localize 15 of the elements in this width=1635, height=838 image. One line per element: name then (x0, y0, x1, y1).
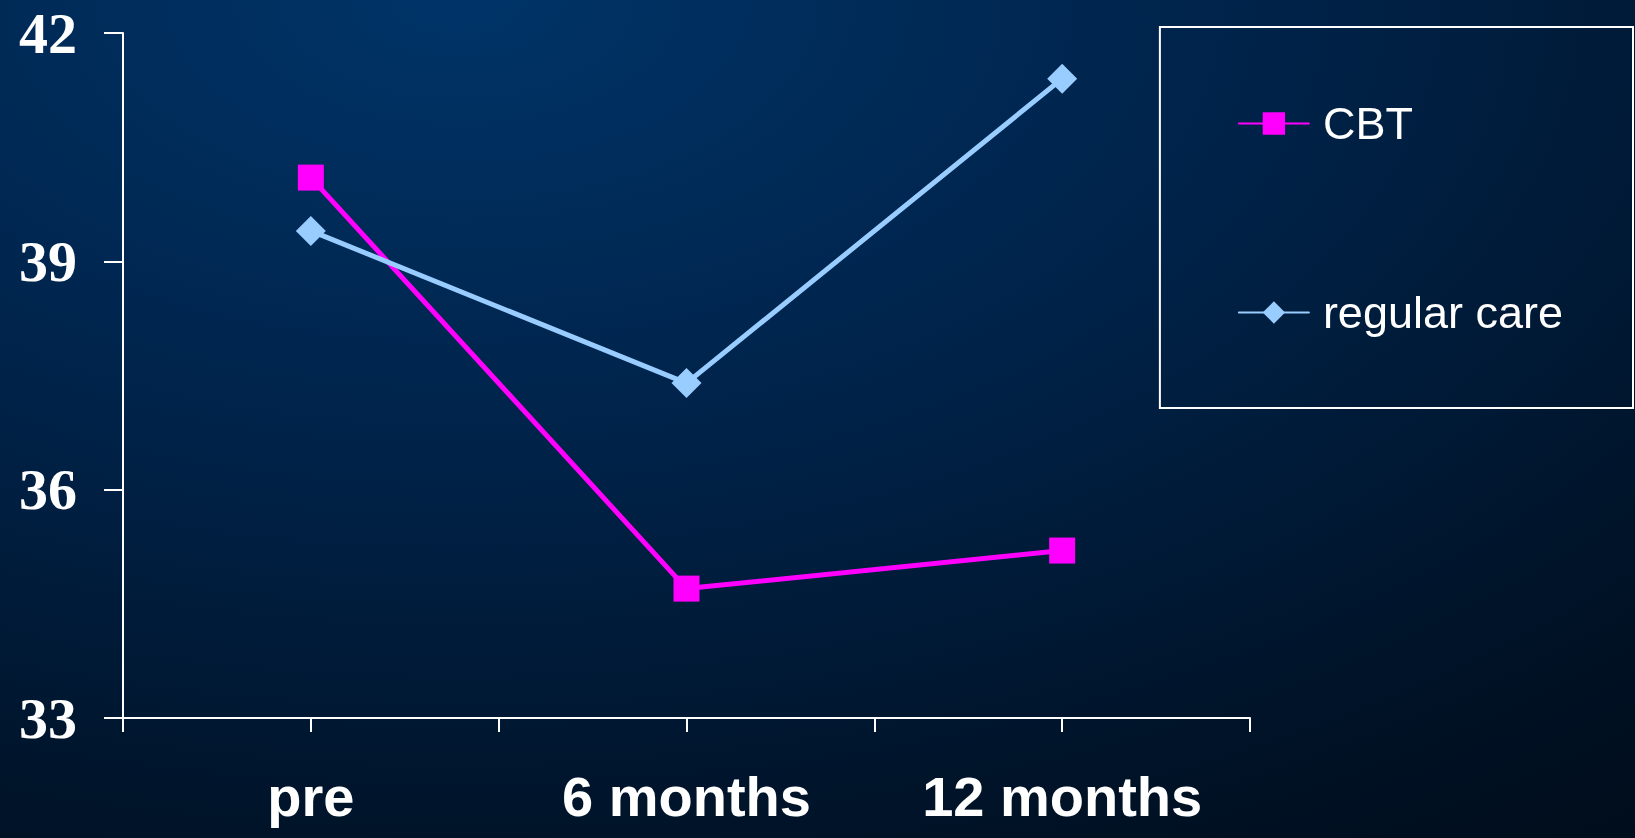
y-tick-label: 42 (19, 0, 77, 66)
point (1047, 63, 1078, 94)
point (673, 575, 700, 602)
point (671, 368, 702, 399)
y-tick-label: 39 (19, 228, 77, 294)
x-tick-label: 12 months (922, 764, 1203, 828)
legend-label: CBT (1322, 98, 1413, 149)
point (1049, 537, 1076, 564)
y-tick-label: 36 (19, 457, 77, 523)
point (295, 215, 326, 246)
y-tick-label: 33 (19, 685, 77, 751)
x-tick-label: 6 months (562, 764, 811, 828)
legend-label: regular care (1322, 287, 1564, 338)
x-tick-label: pre (267, 764, 355, 828)
point (297, 164, 324, 191)
